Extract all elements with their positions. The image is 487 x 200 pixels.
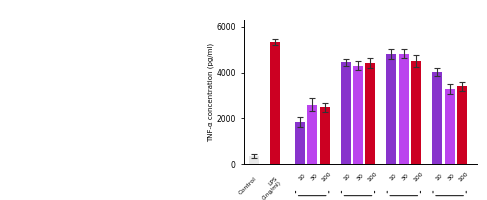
Text: 100: 100	[412, 171, 424, 183]
Text: 30: 30	[355, 173, 364, 182]
Bar	[432, 72, 442, 164]
Bar	[411, 61, 421, 164]
Bar	[386, 54, 396, 164]
Bar	[445, 89, 454, 164]
Bar	[307, 105, 317, 164]
Text: 30: 30	[401, 173, 410, 182]
Bar	[353, 66, 363, 164]
Bar	[399, 54, 409, 164]
Text: 30: 30	[447, 173, 456, 182]
Bar	[319, 107, 330, 164]
Text: 10: 10	[434, 173, 444, 182]
Text: 10: 10	[297, 173, 306, 182]
Text: 30: 30	[309, 173, 318, 182]
Text: 10: 10	[343, 173, 352, 182]
Bar	[340, 62, 351, 164]
Bar	[249, 156, 259, 164]
Text: 100: 100	[366, 171, 378, 183]
Bar	[365, 63, 375, 164]
Bar	[295, 122, 305, 164]
Y-axis label: TNF-α concentration (pg/ml): TNF-α concentration (pg/ml)	[207, 42, 214, 142]
Text: 10: 10	[389, 173, 398, 182]
Text: 100: 100	[320, 171, 332, 183]
Text: LPS
(1ng/ml): LPS (1ng/ml)	[257, 176, 282, 200]
Text: 100: 100	[458, 171, 469, 183]
Bar	[457, 86, 467, 164]
Bar	[270, 42, 280, 164]
Text: Control: Control	[238, 176, 258, 195]
